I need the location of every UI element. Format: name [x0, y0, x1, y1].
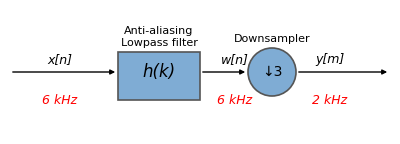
- Circle shape: [248, 48, 296, 96]
- Bar: [118, 52, 200, 100]
- Text: 2 kHz: 2 kHz: [312, 94, 348, 107]
- Text: 6 kHz: 6 kHz: [42, 94, 78, 107]
- Text: h(k): h(k): [142, 63, 176, 81]
- Text: Downsampler: Downsampler: [234, 34, 310, 44]
- Text: x[n]: x[n]: [48, 53, 72, 66]
- Text: ↓3: ↓3: [262, 65, 282, 79]
- Text: 6 kHz: 6 kHz: [218, 94, 252, 107]
- Text: Anti-aliasing
Lowpass filter: Anti-aliasing Lowpass filter: [120, 26, 198, 48]
- Text: w[n]: w[n]: [221, 53, 249, 66]
- Text: y[m]: y[m]: [315, 53, 345, 66]
